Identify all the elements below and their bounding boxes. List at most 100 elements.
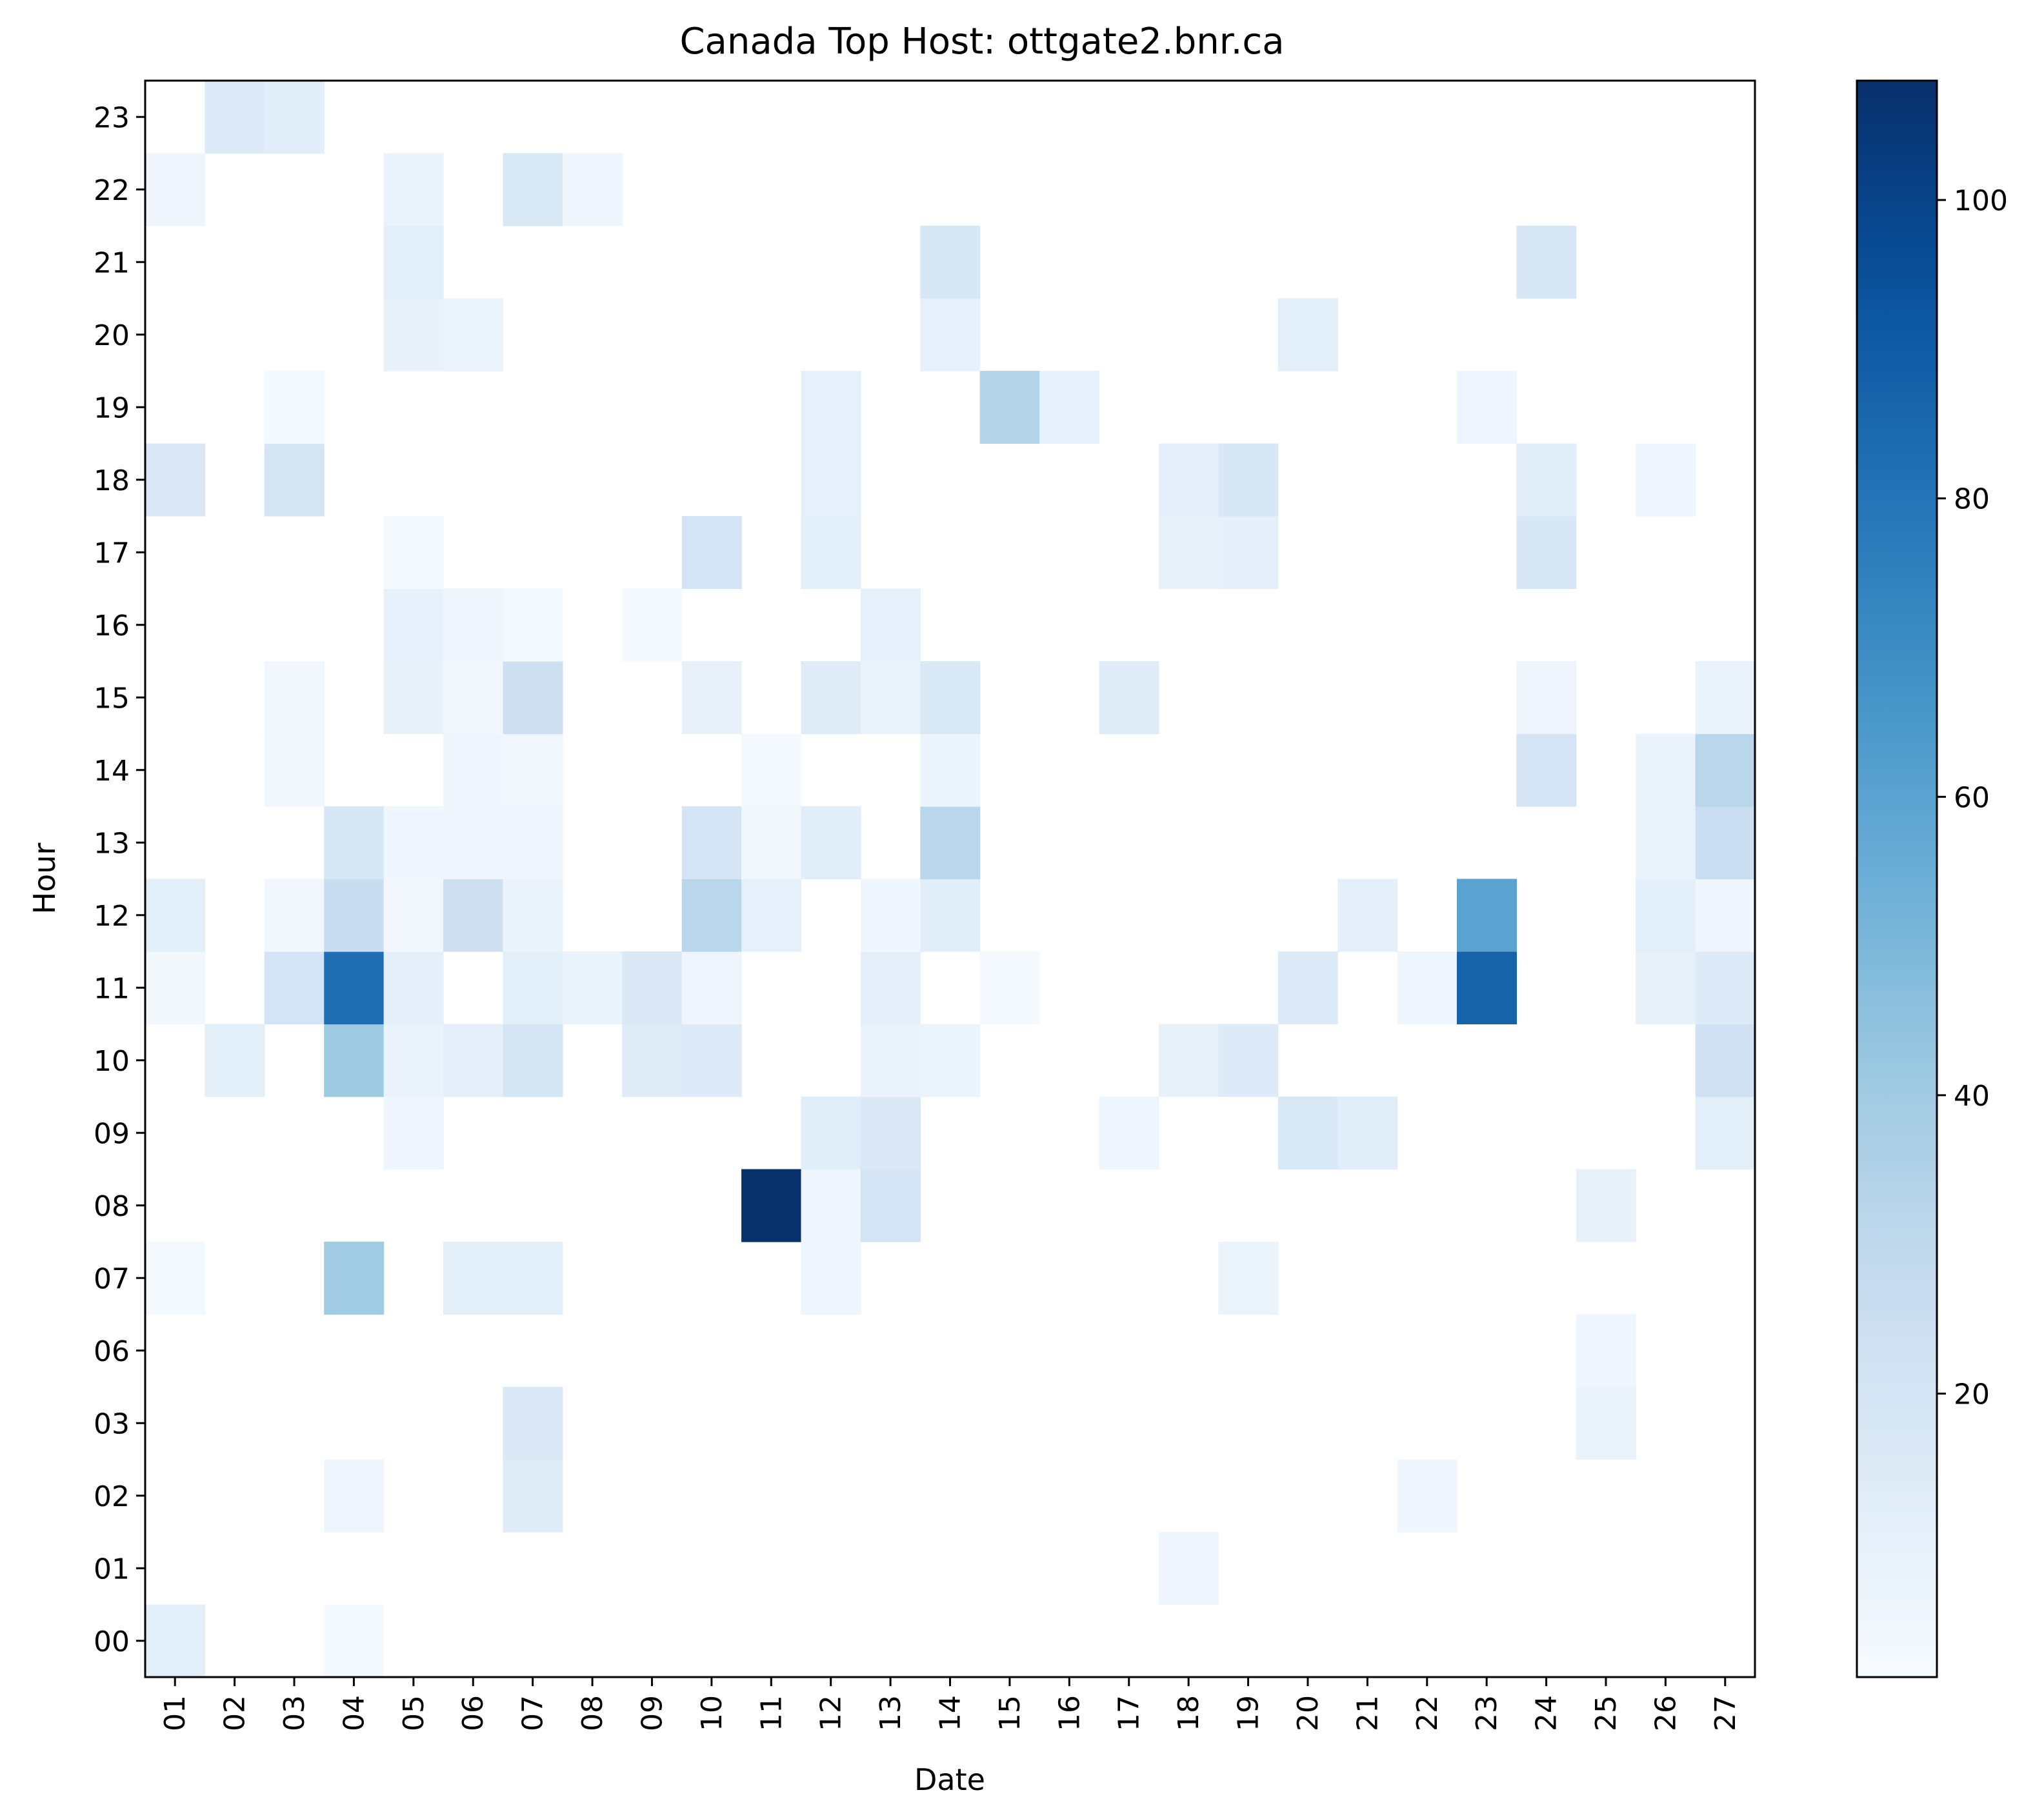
heatmap-cell-12-17 (801, 516, 861, 590)
heatmap-cell-20-09 (1278, 1097, 1338, 1170)
heatmap-cell-22-11 (1397, 951, 1458, 1025)
heatmap-cell-06-13 (443, 806, 504, 880)
y-tick-label: 12 (94, 900, 130, 933)
heatmap-cell-05-17 (383, 516, 444, 590)
heatmap-cell-07-12 (503, 879, 563, 952)
heatmap-cell-01-22 (145, 153, 206, 226)
heatmap-cell-24-18 (1516, 443, 1577, 517)
heatmap-cell-04-10 (324, 1024, 385, 1097)
heatmap-cell-19-07 (1218, 1242, 1279, 1315)
y-tick-label: 09 (94, 1117, 130, 1150)
heatmap-cell-03-18 (264, 443, 325, 517)
heatmap-cell-25-08 (1576, 1169, 1636, 1242)
x-tick-label: 14 (934, 1695, 967, 1731)
x-tick-label: 20 (1292, 1695, 1325, 1731)
y-tick-label: 11 (94, 972, 130, 1005)
x-tick-label: 11 (755, 1695, 788, 1731)
heatmap-cell-26-13 (1636, 806, 1696, 880)
heatmap-cell-10-12 (681, 879, 742, 952)
heatmap-cell-14-14 (920, 733, 981, 807)
heatmap-cell-10-17 (681, 516, 742, 590)
x-tick-label: 26 (1649, 1695, 1682, 1731)
x-axis-label: Date (914, 1762, 985, 1797)
x-tick-label: 04 (337, 1695, 370, 1731)
x-tick-label: 24 (1530, 1695, 1563, 1731)
heatmap-cell-24-14 (1516, 733, 1577, 807)
heatmap-cell-07-07 (503, 1242, 563, 1315)
heatmap-cell-20-20 (1278, 298, 1338, 372)
heatmap-cell-03-19 (264, 371, 325, 444)
heatmap-cell-02-10 (205, 1024, 265, 1097)
x-tick-label: 03 (278, 1695, 311, 1731)
heatmap-cell-05-20 (383, 298, 444, 372)
x-tick-label: 15 (994, 1695, 1027, 1731)
y-tick-label: 16 (94, 610, 130, 642)
heatmap-cell-13-11 (860, 951, 921, 1025)
x-tick-label: 25 (1590, 1695, 1623, 1731)
heatmap-cell-11-08 (741, 1169, 802, 1242)
heatmap-cell-21-09 (1338, 1097, 1398, 1170)
heatmap-cell-07-02 (503, 1459, 563, 1533)
heatmap-cell-06-12 (443, 879, 504, 952)
heatmap-cell-26-14 (1636, 733, 1696, 807)
heatmap-cell-23-12 (1456, 879, 1517, 952)
x-tick-label: 09 (636, 1695, 668, 1731)
heatmap-cell-04-00 (324, 1604, 385, 1678)
heatmap-cell-07-03 (503, 1387, 563, 1460)
heatmap-cell-06-07 (443, 1242, 504, 1315)
heatmap-cell-07-15 (503, 661, 563, 735)
heatmap-cell-18-17 (1158, 516, 1219, 590)
heatmap-cell-24-17 (1516, 516, 1577, 590)
heatmap-cell-12-15 (801, 661, 861, 735)
colorbar-ticks: 20 40 60 80 100 (1937, 184, 2008, 1411)
heatmap-cell-17-09 (1099, 1097, 1159, 1170)
colorbar-tick-label: 60 (1954, 781, 1990, 814)
heatmap-cell-16-19 (1039, 371, 1100, 444)
y-tick-label: 17 (94, 537, 130, 570)
heatmap-cell-18-10 (1158, 1024, 1219, 1097)
y-tick-label: 13 (94, 827, 130, 860)
heatmap-cell-26-12 (1636, 879, 1696, 952)
heatmap-cell-14-20 (920, 298, 981, 372)
heatmap-cell-17-15 (1099, 661, 1159, 735)
y-tick-label: 20 (94, 319, 130, 352)
y-tick-label: 23 (94, 101, 130, 134)
y-tick-label: 06 (94, 1335, 130, 1368)
heatmap-cell-07-22 (503, 153, 563, 226)
heatmap-cell-05-21 (383, 226, 444, 299)
heatmap-cell-14-15 (920, 661, 981, 735)
heatmap-cell-27-15 (1695, 661, 1756, 735)
heatmap-cell-11-14 (741, 733, 802, 807)
heatmap-cell-19-10 (1218, 1024, 1279, 1097)
x-tick-label: 23 (1470, 1695, 1503, 1731)
heatmap-cell-14-12 (920, 879, 981, 952)
heatmap-cell-25-03 (1576, 1387, 1636, 1460)
heatmap-cell-12-07 (801, 1242, 861, 1315)
y-tick-label: 18 (94, 464, 130, 497)
heatmap-cell-12-09 (801, 1097, 861, 1170)
heatmap-cell-03-15 (264, 661, 325, 735)
heatmap-cell-18-18 (1158, 443, 1219, 517)
y-tick-label: 10 (94, 1045, 130, 1078)
heatmap-cell-01-07 (145, 1242, 206, 1315)
heatmap-cell-14-21 (920, 226, 981, 299)
x-tick-label: 18 (1172, 1695, 1205, 1731)
heatmap-cell-07-14 (503, 733, 563, 807)
heatmap-cell-21-12 (1338, 879, 1398, 952)
heatmap-cell-06-20 (443, 298, 504, 372)
colorbar-tick-label: 20 (1954, 1378, 1990, 1411)
y-tick-label: 01 (94, 1553, 130, 1585)
heatmap-cell-05-16 (383, 588, 444, 662)
heatmap-cell-06-14 (443, 733, 504, 807)
colorbar (1856, 79, 1938, 1678)
heatmap-cell-27-14 (1695, 733, 1756, 807)
heatmap-cell-18-01 (1158, 1532, 1219, 1605)
x-tick-label: 06 (457, 1695, 490, 1731)
heatmap-cell-15-11 (979, 951, 1040, 1025)
heatmap-cell-23-19 (1456, 371, 1517, 444)
y-tick-label: 15 (94, 682, 130, 715)
heatmap-cell-04-02 (324, 1459, 385, 1533)
heatmap-cell-07-16 (503, 588, 563, 662)
heatmap-cell-20-11 (1278, 951, 1338, 1025)
